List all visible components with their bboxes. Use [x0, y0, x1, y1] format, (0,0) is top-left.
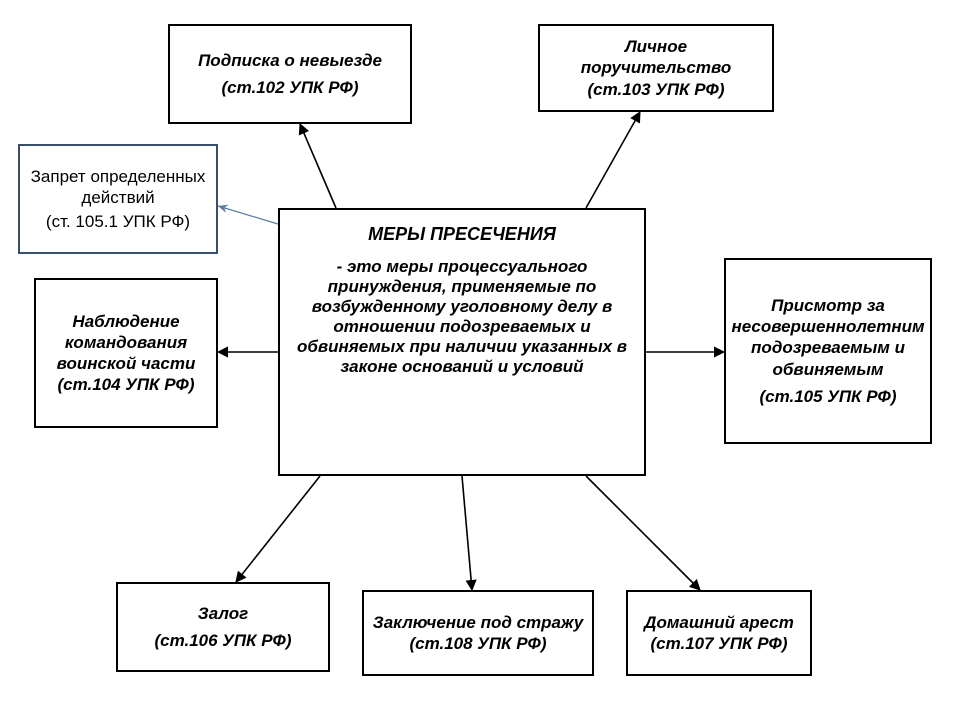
node-prismotr-105: Присмотр за несовершеннолетним подозрева… [724, 258, 932, 444]
edge [300, 124, 336, 208]
node-article: (ст.103 УПК РФ) [587, 80, 724, 99]
central-body: - это меры процессуального принуждения, … [296, 257, 628, 377]
node-article: (ст.107 УПК РФ) [650, 634, 787, 653]
node-title: Залог [198, 603, 248, 624]
node-nabludenie-104: Наблюдение командования воинской части (… [34, 278, 218, 428]
node-title: Присмотр за несовершеннолетним подозрева… [731, 295, 924, 380]
edge [462, 476, 472, 590]
node-title-text: Заключение под стражу [373, 613, 583, 632]
edge [218, 206, 278, 224]
node-title: Личное поручительство (ст.103 УПК РФ) [548, 36, 764, 100]
node-article: (ст.106 УПК РФ) [154, 630, 291, 651]
node-podpiska-102: Подписка о невыезде (ст.102 УПК РФ) [168, 24, 412, 124]
node-title-text: Личное поручительство [581, 37, 732, 77]
node-title-text: Наблюдение командования воинской части [57, 312, 196, 374]
node-zapret-105-1: Запрет определенных действий (ст. 105.1 … [18, 144, 218, 254]
node-article: (ст.108 УПК РФ) [409, 634, 546, 653]
node-poruchitelstvo-103: Личное поручительство (ст.103 УПК РФ) [538, 24, 774, 112]
node-title: Заключение под стражу (ст.108 УПК РФ) [372, 612, 584, 655]
node-arest-107: Домашний арест (ст.107 УПК РФ) [626, 590, 812, 676]
node-article: (ст. 105.1 УПК РФ) [46, 211, 190, 232]
node-strazha-108: Заключение под стражу (ст.108 УПК РФ) [362, 590, 594, 676]
central-node: МЕРЫ ПРЕСЕЧЕНИЯ - это меры процессуально… [278, 208, 646, 476]
edge [586, 112, 640, 208]
node-title: Запрет определенных действий [28, 166, 208, 209]
edge [236, 476, 320, 582]
diagram-canvas: МЕРЫ ПРЕСЕЧЕНИЯ - это меры процессуально… [0, 0, 960, 720]
node-article: (ст.102 УПК РФ) [221, 77, 358, 98]
node-article: (ст.104 УПК РФ) [57, 375, 194, 394]
node-title: Наблюдение командования воинской части (… [44, 311, 208, 396]
node-title-text: Домашний арест [644, 613, 794, 632]
node-zalog-106: Залог (ст.106 УПК РФ) [116, 582, 330, 672]
central-heading: МЕРЫ ПРЕСЕЧЕНИЯ [296, 224, 628, 245]
node-title: Домашний арест (ст.107 УПК РФ) [636, 612, 802, 655]
node-title: Подписка о невыезде [198, 50, 382, 71]
edge [586, 476, 700, 590]
node-article: (ст.105 УПК РФ) [759, 386, 896, 407]
